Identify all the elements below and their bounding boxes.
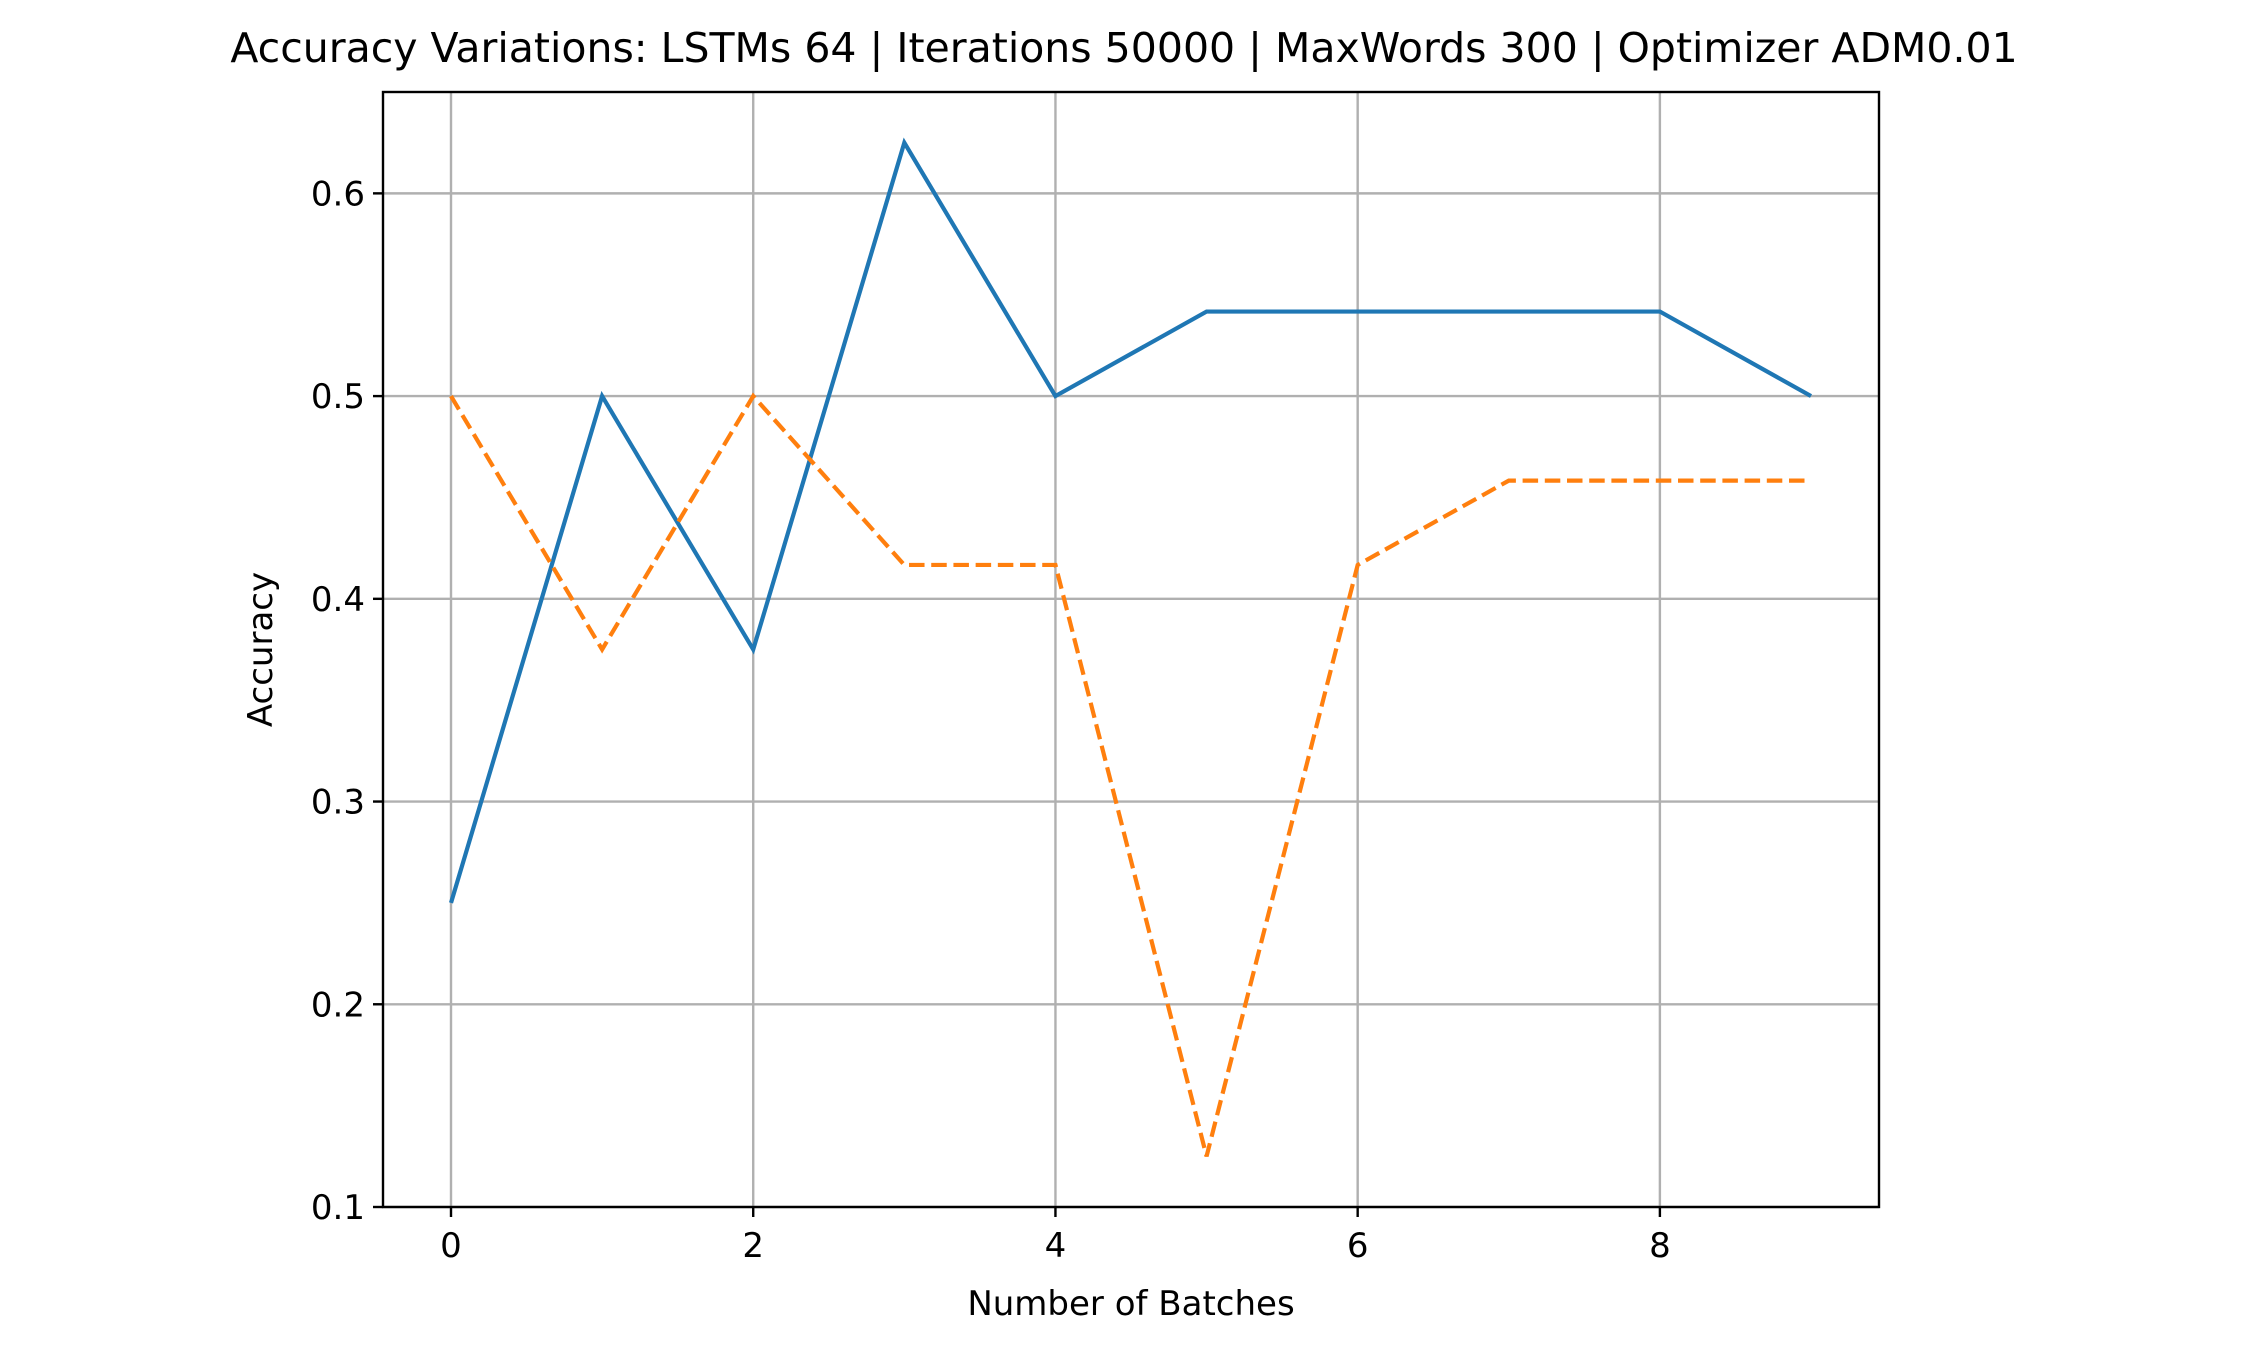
x-axis-label: Number of Batches [967,1284,1294,1324]
series-lines [448,137,1813,1157]
y-axis: 0.1 0.2 0.3 0.4 0.5 0.6 [311,174,383,1228]
plot-area-frame [381,90,1881,1209]
x-tick-label: 8 [1649,1226,1671,1266]
y-axis-label: Accuracy [241,572,281,727]
y-tick-label: 0.3 [311,783,365,823]
x-axis: 0 2 4 6 8 [440,1207,1671,1266]
x-tick-label: 0 [440,1226,462,1266]
y-tick-label: 0.1 [311,1188,365,1228]
y-tick-label: 0.4 [311,580,365,620]
series-line-1 [448,137,1813,904]
x-tick-label: 2 [742,1226,764,1266]
y-tick-label: 0.5 [311,377,365,417]
series-line-2 [449,392,1811,1157]
y-tick-label: 0.2 [311,985,365,1025]
x-tick-label: 4 [1045,1226,1067,1266]
chart-title: Accuracy Variations: LSTMs 64 | Iteratio… [230,24,2017,72]
y-tick-label: 0.6 [311,174,365,214]
x-tick-label: 6 [1347,1226,1369,1266]
